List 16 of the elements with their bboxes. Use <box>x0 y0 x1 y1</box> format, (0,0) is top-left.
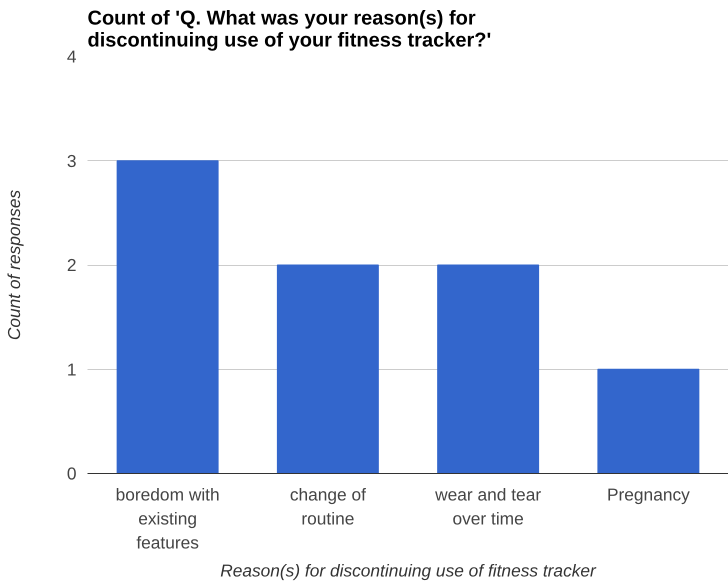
y-axis-title: Count of responses <box>4 190 24 340</box>
x-axis-title: Reason(s) for discontinuing use of fitness tracker <box>220 560 598 580</box>
bar <box>437 264 540 474</box>
bar <box>116 160 219 474</box>
x-tick-label: Pregnancy <box>606 484 690 504</box>
bar <box>597 368 700 474</box>
y-tick-label: 1 <box>66 359 77 380</box>
x-tick-label: boredom with existing features <box>116 484 220 552</box>
y-tick-label: 2 <box>66 255 77 275</box>
y-tick-label: 0 <box>66 464 77 484</box>
x-tick-label: wear and tear over time <box>434 484 542 528</box>
chart-title: Count of 'Q. What was your reason(s) for discontinuing use of your fitness tracker?' <box>88 8 492 52</box>
y-tick-label: 3 <box>66 150 77 171</box>
bar <box>276 264 379 474</box>
x-tick-label: change of routine <box>290 484 366 528</box>
y-tick-label: 4 <box>66 46 77 66</box>
